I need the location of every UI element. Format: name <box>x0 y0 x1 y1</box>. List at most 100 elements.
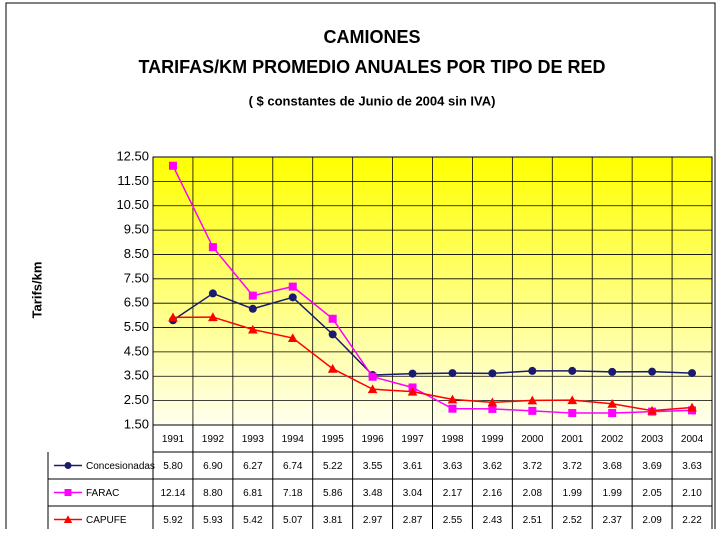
series-line <box>172 316 693 412</box>
y-tick-label: 12.50 <box>116 148 149 163</box>
point <box>168 161 177 170</box>
point <box>248 324 258 334</box>
point <box>528 366 537 375</box>
data-label: 2.16 <box>483 488 503 499</box>
data-label: 3.72 <box>523 461 543 472</box>
data-label: 2.51 <box>523 515 543 526</box>
data-label: 3.81 <box>323 515 343 526</box>
data-label: 2.10 <box>682 488 702 499</box>
point <box>448 369 457 378</box>
data-label: 5.93 <box>203 515 223 526</box>
legend-label: Concesionadas <box>86 461 155 472</box>
y-tick-label: 11.50 <box>117 173 149 188</box>
y-tick-label: 10.50 <box>116 197 149 212</box>
y-tick-label: 9.50 <box>124 222 149 237</box>
legend-marker <box>64 489 72 496</box>
point <box>328 314 337 323</box>
point <box>528 406 537 415</box>
data-label: 6.81 <box>243 488 263 499</box>
point <box>647 405 657 415</box>
data-label: 8.80 <box>203 488 223 499</box>
y-axis-label: Tarifs/km <box>29 262 44 319</box>
point <box>607 399 617 408</box>
point <box>248 304 257 313</box>
y-tick-label: 2.50 <box>124 392 149 407</box>
x-tick-label: 1999 <box>481 434 504 445</box>
x-tick-label: 2002 <box>601 434 624 445</box>
data-label: 3.72 <box>563 461 583 472</box>
x-tick-label: 1994 <box>282 434 305 445</box>
x-tick-label: 1996 <box>361 434 384 445</box>
y-tick-label: 3.50 <box>124 368 149 383</box>
y-tick-label: 1.50 <box>124 416 149 431</box>
x-tick-label: 1993 <box>242 434 265 445</box>
series-line <box>172 165 693 414</box>
point <box>407 386 418 396</box>
point <box>208 312 218 322</box>
x-tick-label: 1997 <box>401 434 424 445</box>
point <box>287 333 298 343</box>
data-label: 6.27 <box>243 461 263 472</box>
data-label: 5.07 <box>283 515 303 526</box>
data-label: 5.92 <box>163 515 183 526</box>
data-label: 2.09 <box>642 515 662 526</box>
data-label: 2.17 <box>443 488 463 499</box>
point <box>367 384 378 394</box>
point <box>248 291 257 300</box>
x-tick-label: 1992 <box>202 434 225 445</box>
data-label: 2.22 <box>682 515 702 526</box>
data-label: 1.99 <box>602 488 622 499</box>
data-label: 5.80 <box>163 461 183 472</box>
point <box>527 395 538 405</box>
data-label: 2.55 <box>443 515 463 526</box>
point <box>568 409 577 418</box>
data-label: 1.99 <box>563 488 583 499</box>
x-tick-label: 2004 <box>681 434 704 445</box>
legend-label: CAPUFE <box>86 515 127 526</box>
data-label: 3.68 <box>602 461 622 472</box>
data-label: 2.37 <box>602 515 622 526</box>
data-label: 3.04 <box>403 488 423 499</box>
point <box>328 330 337 339</box>
chart-title: CAMIONES <box>323 27 420 47</box>
legend-label: FARAC <box>86 488 119 499</box>
data-label: 2.05 <box>642 488 662 499</box>
y-tick-label: 7.50 <box>124 270 149 285</box>
point <box>408 369 417 378</box>
point <box>608 409 617 418</box>
legend-marker <box>63 515 73 523</box>
data-label: 3.69 <box>642 461 662 472</box>
data-label: 6.90 <box>203 461 223 472</box>
y-tick-label: 8.50 <box>124 246 149 261</box>
chart-subtitle: TARIFAS/KM PROMEDIO ANUALES POR TIPO DE … <box>138 57 605 77</box>
data-label: 7.18 <box>283 488 303 499</box>
x-tick-label: 1995 <box>322 434 345 445</box>
point <box>208 243 217 252</box>
point <box>368 372 377 381</box>
point <box>568 366 577 375</box>
y-tick-label: 4.50 <box>124 343 149 358</box>
data-label: 3.48 <box>363 488 383 499</box>
point <box>448 404 457 413</box>
point <box>488 404 497 413</box>
x-tick-label: 1998 <box>441 434 464 445</box>
point <box>208 289 217 298</box>
point <box>648 367 657 376</box>
data-label: 5.22 <box>323 461 343 472</box>
point <box>168 312 178 322</box>
point <box>688 369 697 378</box>
data-label: 2.43 <box>483 515 503 526</box>
data-label: 12.14 <box>160 488 185 499</box>
data-label: 2.87 <box>403 515 423 526</box>
point <box>487 397 498 407</box>
point <box>288 282 297 291</box>
data-label: 5.42 <box>243 515 263 526</box>
x-tick-label: 2000 <box>521 434 544 445</box>
data-label: 3.63 <box>682 461 702 472</box>
data-label: 6.74 <box>283 461 303 472</box>
legend-marker <box>64 462 72 469</box>
data-label: 3.62 <box>483 461 503 472</box>
data-label: 2.08 <box>523 488 543 499</box>
point <box>488 369 497 378</box>
